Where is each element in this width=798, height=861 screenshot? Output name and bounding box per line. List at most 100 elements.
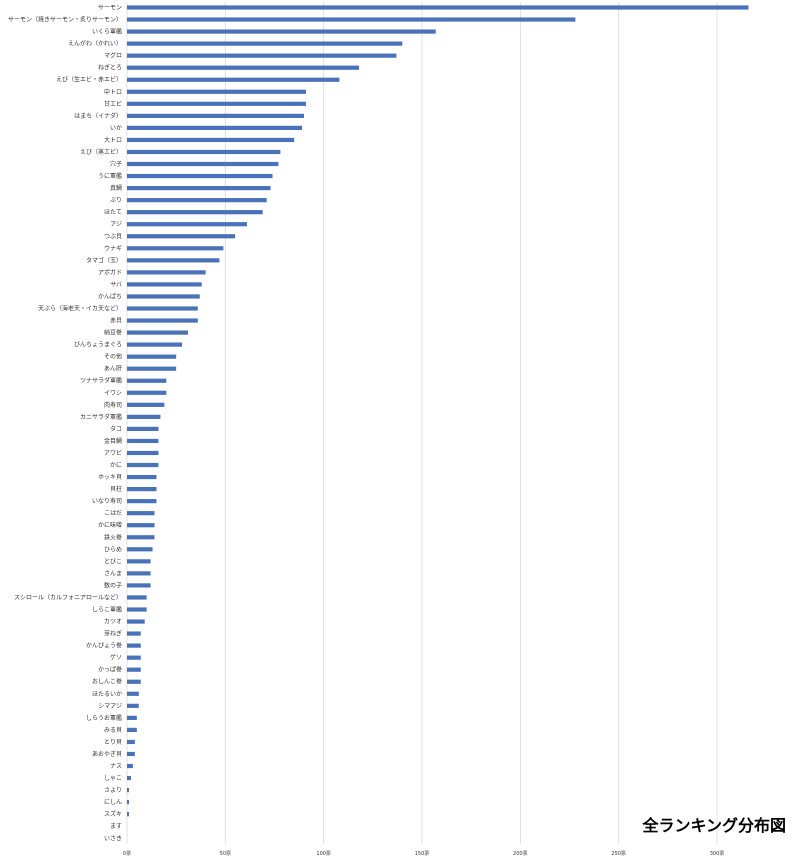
category-label: ホッキ貝 xyxy=(98,474,122,481)
bar xyxy=(127,198,267,203)
bar xyxy=(127,438,159,444)
bar xyxy=(127,41,403,46)
bar xyxy=(127,173,273,179)
category-label: 芽ねぎ xyxy=(104,630,122,638)
category-label: サーモン（焼きサーモン・炙りサーモン） xyxy=(8,16,122,24)
bar xyxy=(127,234,236,239)
x-tick-labels: 0票 50票 100票 150票 200票 250票 300票 xyxy=(123,851,724,857)
category-label: スズキ xyxy=(104,810,122,818)
category-label: 貝柱 xyxy=(110,485,122,493)
bar xyxy=(127,77,340,82)
bar xyxy=(127,511,155,516)
category-label: ナス xyxy=(110,763,122,770)
category-label: はまち（イナダ） xyxy=(74,112,122,120)
category-label: サーモン xyxy=(98,5,122,12)
bar xyxy=(127,523,155,528)
bar xyxy=(127,282,202,287)
category-label: 天ぷら（海老天・イカ天など） xyxy=(38,305,122,313)
category-label: えび（蒸エビ） xyxy=(80,148,122,156)
bar xyxy=(127,101,306,106)
bar xyxy=(127,378,167,383)
bar xyxy=(127,788,129,793)
bar xyxy=(127,775,131,781)
category-label: サバ xyxy=(110,281,122,288)
category-label: ツナサラダ軍艦 xyxy=(80,377,122,385)
bar xyxy=(127,812,129,817)
bar xyxy=(127,547,153,552)
category-label: かんぱち xyxy=(98,293,122,300)
category-label: かんぴょう巻 xyxy=(86,642,122,650)
bar xyxy=(127,667,141,672)
bar xyxy=(127,595,147,600)
bar xyxy=(127,487,157,492)
x-tick-label: 50票 xyxy=(220,851,231,857)
bar xyxy=(127,643,141,648)
bar xyxy=(127,390,167,395)
bar xyxy=(127,161,279,167)
category-label: ぶり xyxy=(110,197,122,204)
bar xyxy=(127,462,159,468)
category-label: あん肝 xyxy=(104,366,122,373)
x-tick-label: 200票 xyxy=(513,851,528,857)
category-label: つぶ貝 xyxy=(104,233,122,240)
bar xyxy=(127,739,135,745)
bar xyxy=(127,17,576,22)
category-label: 真鯛 xyxy=(110,184,122,192)
x-tick-label: 250票 xyxy=(611,851,626,857)
category-label: にしん xyxy=(104,799,122,806)
category-label: うに軍艦 xyxy=(98,172,122,180)
category-label: カツオ xyxy=(104,619,122,626)
category-label: かっぱ巻 xyxy=(98,666,122,674)
category-label: ほたて xyxy=(104,209,122,216)
bar xyxy=(127,306,198,311)
category-label: みる貝 xyxy=(104,727,122,734)
category-label: えび（生エビ・赤エビ） xyxy=(56,76,122,84)
bar xyxy=(127,426,159,431)
bar xyxy=(127,330,188,335)
bar xyxy=(127,402,165,407)
bar xyxy=(127,559,151,564)
bar xyxy=(127,89,306,94)
bar xyxy=(127,246,224,251)
grid-lines xyxy=(126,2,718,844)
bar xyxy=(127,763,133,769)
category-label: アジ xyxy=(110,221,122,228)
category-label: いか xyxy=(110,125,122,132)
bar xyxy=(127,679,141,684)
category-label: タマゴ（玉） xyxy=(86,256,122,264)
category-label: さんま xyxy=(104,570,122,577)
bar xyxy=(127,751,135,757)
category-label: 大トロ xyxy=(104,136,122,144)
category-label: ひらめ xyxy=(104,546,122,553)
category-label: ゲソ xyxy=(110,654,122,662)
bar xyxy=(127,149,281,155)
bar xyxy=(127,366,177,371)
category-label: いなり寿司 xyxy=(92,497,122,505)
bar xyxy=(127,619,145,624)
category-label: マグロ xyxy=(104,52,122,60)
category-label: 納豆巻 xyxy=(104,329,122,337)
bar xyxy=(127,294,200,299)
category-label: おしんこ巻 xyxy=(92,678,122,686)
bar xyxy=(127,715,137,720)
bar xyxy=(127,137,295,143)
bar xyxy=(127,727,137,732)
category-label: 数の子 xyxy=(104,581,122,589)
category-label: 赤貝 xyxy=(110,318,122,325)
category-label: かに味噌 xyxy=(98,521,122,529)
category-label: かに xyxy=(110,462,122,469)
category-label: とり貝 xyxy=(104,739,122,746)
category-label: シマアジ xyxy=(98,703,122,710)
bar xyxy=(127,607,147,612)
category-label: 中トロ xyxy=(104,88,122,96)
category-label: ねぎとろ xyxy=(98,64,122,72)
category-label: とびこ xyxy=(104,557,122,565)
bar xyxy=(127,65,360,70)
bar xyxy=(127,186,271,191)
category-label: スシロール（カルフォニアロールなど） xyxy=(14,593,122,601)
bar xyxy=(127,53,397,58)
bar xyxy=(127,113,304,118)
x-tick-label: 100票 xyxy=(316,851,331,857)
